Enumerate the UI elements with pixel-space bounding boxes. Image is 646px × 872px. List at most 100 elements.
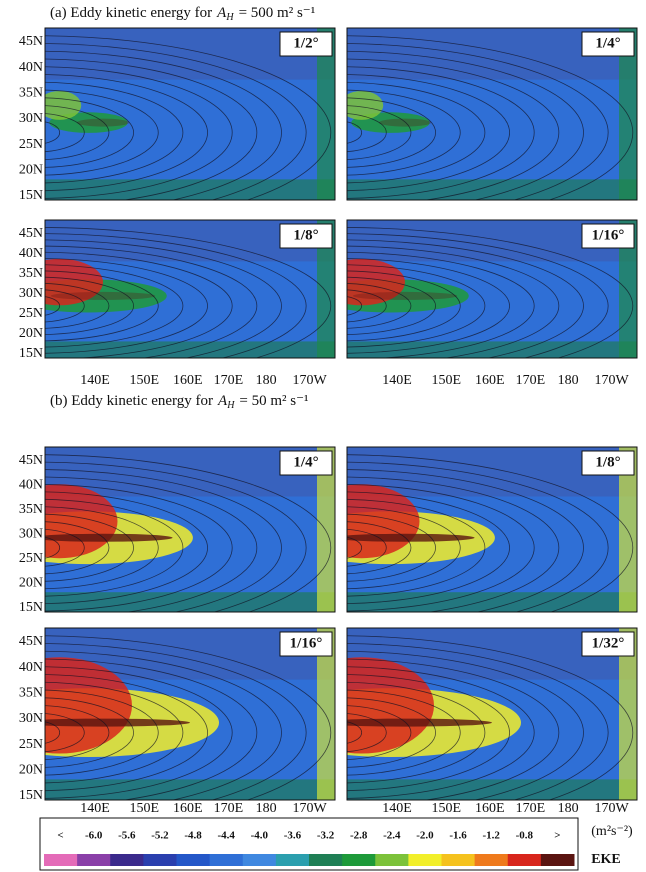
longitude-label: 180 [558,373,579,388]
latitude-label: 30N [19,286,43,301]
title-symbol: A [217,393,228,409]
streamline [347,50,584,200]
colorbar-label: -0.8 [516,830,534,842]
latitude-label: 40N [19,246,43,261]
streamline [347,58,560,200]
south-band [45,179,335,200]
streamline [45,105,110,160]
map-panel: 1/32° [346,627,638,801]
panel-label-box [279,450,333,476]
streamline [347,66,535,199]
streamline [45,113,85,153]
streamline [45,536,61,559]
latitude-label: 20N [19,763,43,778]
longitude-label: 170W [594,373,629,388]
streamline [45,239,282,358]
latitude-label: 40N [19,60,43,75]
streamline [45,296,61,316]
streamline [45,658,258,800]
streamline [347,233,609,358]
streamline [347,251,535,358]
jet-core [347,718,492,727]
streamline [347,705,412,760]
panel-label: 1/4° [293,454,318,470]
streamline [45,513,134,582]
longitude-label: 160E [173,801,203,816]
panel-label-box [279,223,333,249]
colorbar-label: -5.2 [151,830,169,842]
colorbar-segment [44,854,78,866]
streamline [45,283,110,329]
map-content [45,447,335,612]
colorbar-label: -3.6 [284,830,302,842]
streamline [45,43,307,200]
latitude-label: 30N [19,111,43,126]
streamline [45,245,258,358]
south-band [45,341,335,358]
colorbar-label: -2.8 [350,830,368,842]
streamline [347,81,486,184]
latitude-label: 20N [19,326,43,341]
panel-frame [346,627,638,801]
streamline [347,35,634,200]
longitude-label: 160E [475,801,505,816]
streamline [45,264,184,348]
latitude-label: 30N [19,711,43,726]
colorbar-segment [474,854,509,866]
streamline [347,484,535,612]
streamline [347,650,584,800]
colorbar-segment [275,854,310,866]
jet-red [347,657,434,754]
panel-label: 1/8° [595,454,620,470]
streamline [45,270,159,342]
colorbar-label: < [57,830,63,842]
streamline [45,454,332,612]
longitude-label: 170E [214,373,244,388]
panel-frame [44,627,336,801]
panel-label-box [279,31,333,57]
streamline [45,650,282,800]
map-content [45,628,335,800]
jet-red [45,657,132,754]
colorbar-segment [375,854,409,866]
map-panel: 1/4° [346,27,638,201]
streamline [45,74,208,192]
longitude-label: 170W [292,373,327,388]
title-subscript: H [226,400,235,411]
longitude-label: 180 [256,801,277,816]
streamline [45,666,233,799]
latitude-label: 35N [19,502,43,517]
longitude-label: 160E [475,373,505,388]
streamline [347,513,436,582]
latitude-label: 15N [19,600,43,615]
colorbar-segment [408,854,442,866]
map-panel: 1/8° [346,446,638,613]
latitude-label: 35N [19,686,43,701]
streamline [347,658,560,800]
streamline [347,491,510,605]
south-band [347,779,637,800]
panel-label: 1/4° [595,35,620,51]
streamline [45,289,85,323]
streamline [347,454,634,612]
streamline [45,58,258,200]
jet-red [45,258,103,306]
streamline [45,476,258,612]
streamline [347,689,461,776]
longitude-label: 140E [382,373,412,388]
streamline [347,289,387,323]
streamline [347,227,634,358]
colorbar-segment [77,854,111,866]
streamline [347,239,584,358]
streamline [45,528,85,567]
longitude-label: 170E [516,373,546,388]
streamline [347,276,436,335]
title-rest: = 500 m² s⁻¹ [239,5,316,21]
latitude-label: 25N [19,137,43,152]
colorbar-segment [242,854,277,866]
streamline [347,697,436,768]
panel-label: 1/8° [293,227,318,243]
jet-core [76,118,130,127]
longitude-label: 150E [432,801,462,816]
latitude-label: 45N [19,453,43,468]
